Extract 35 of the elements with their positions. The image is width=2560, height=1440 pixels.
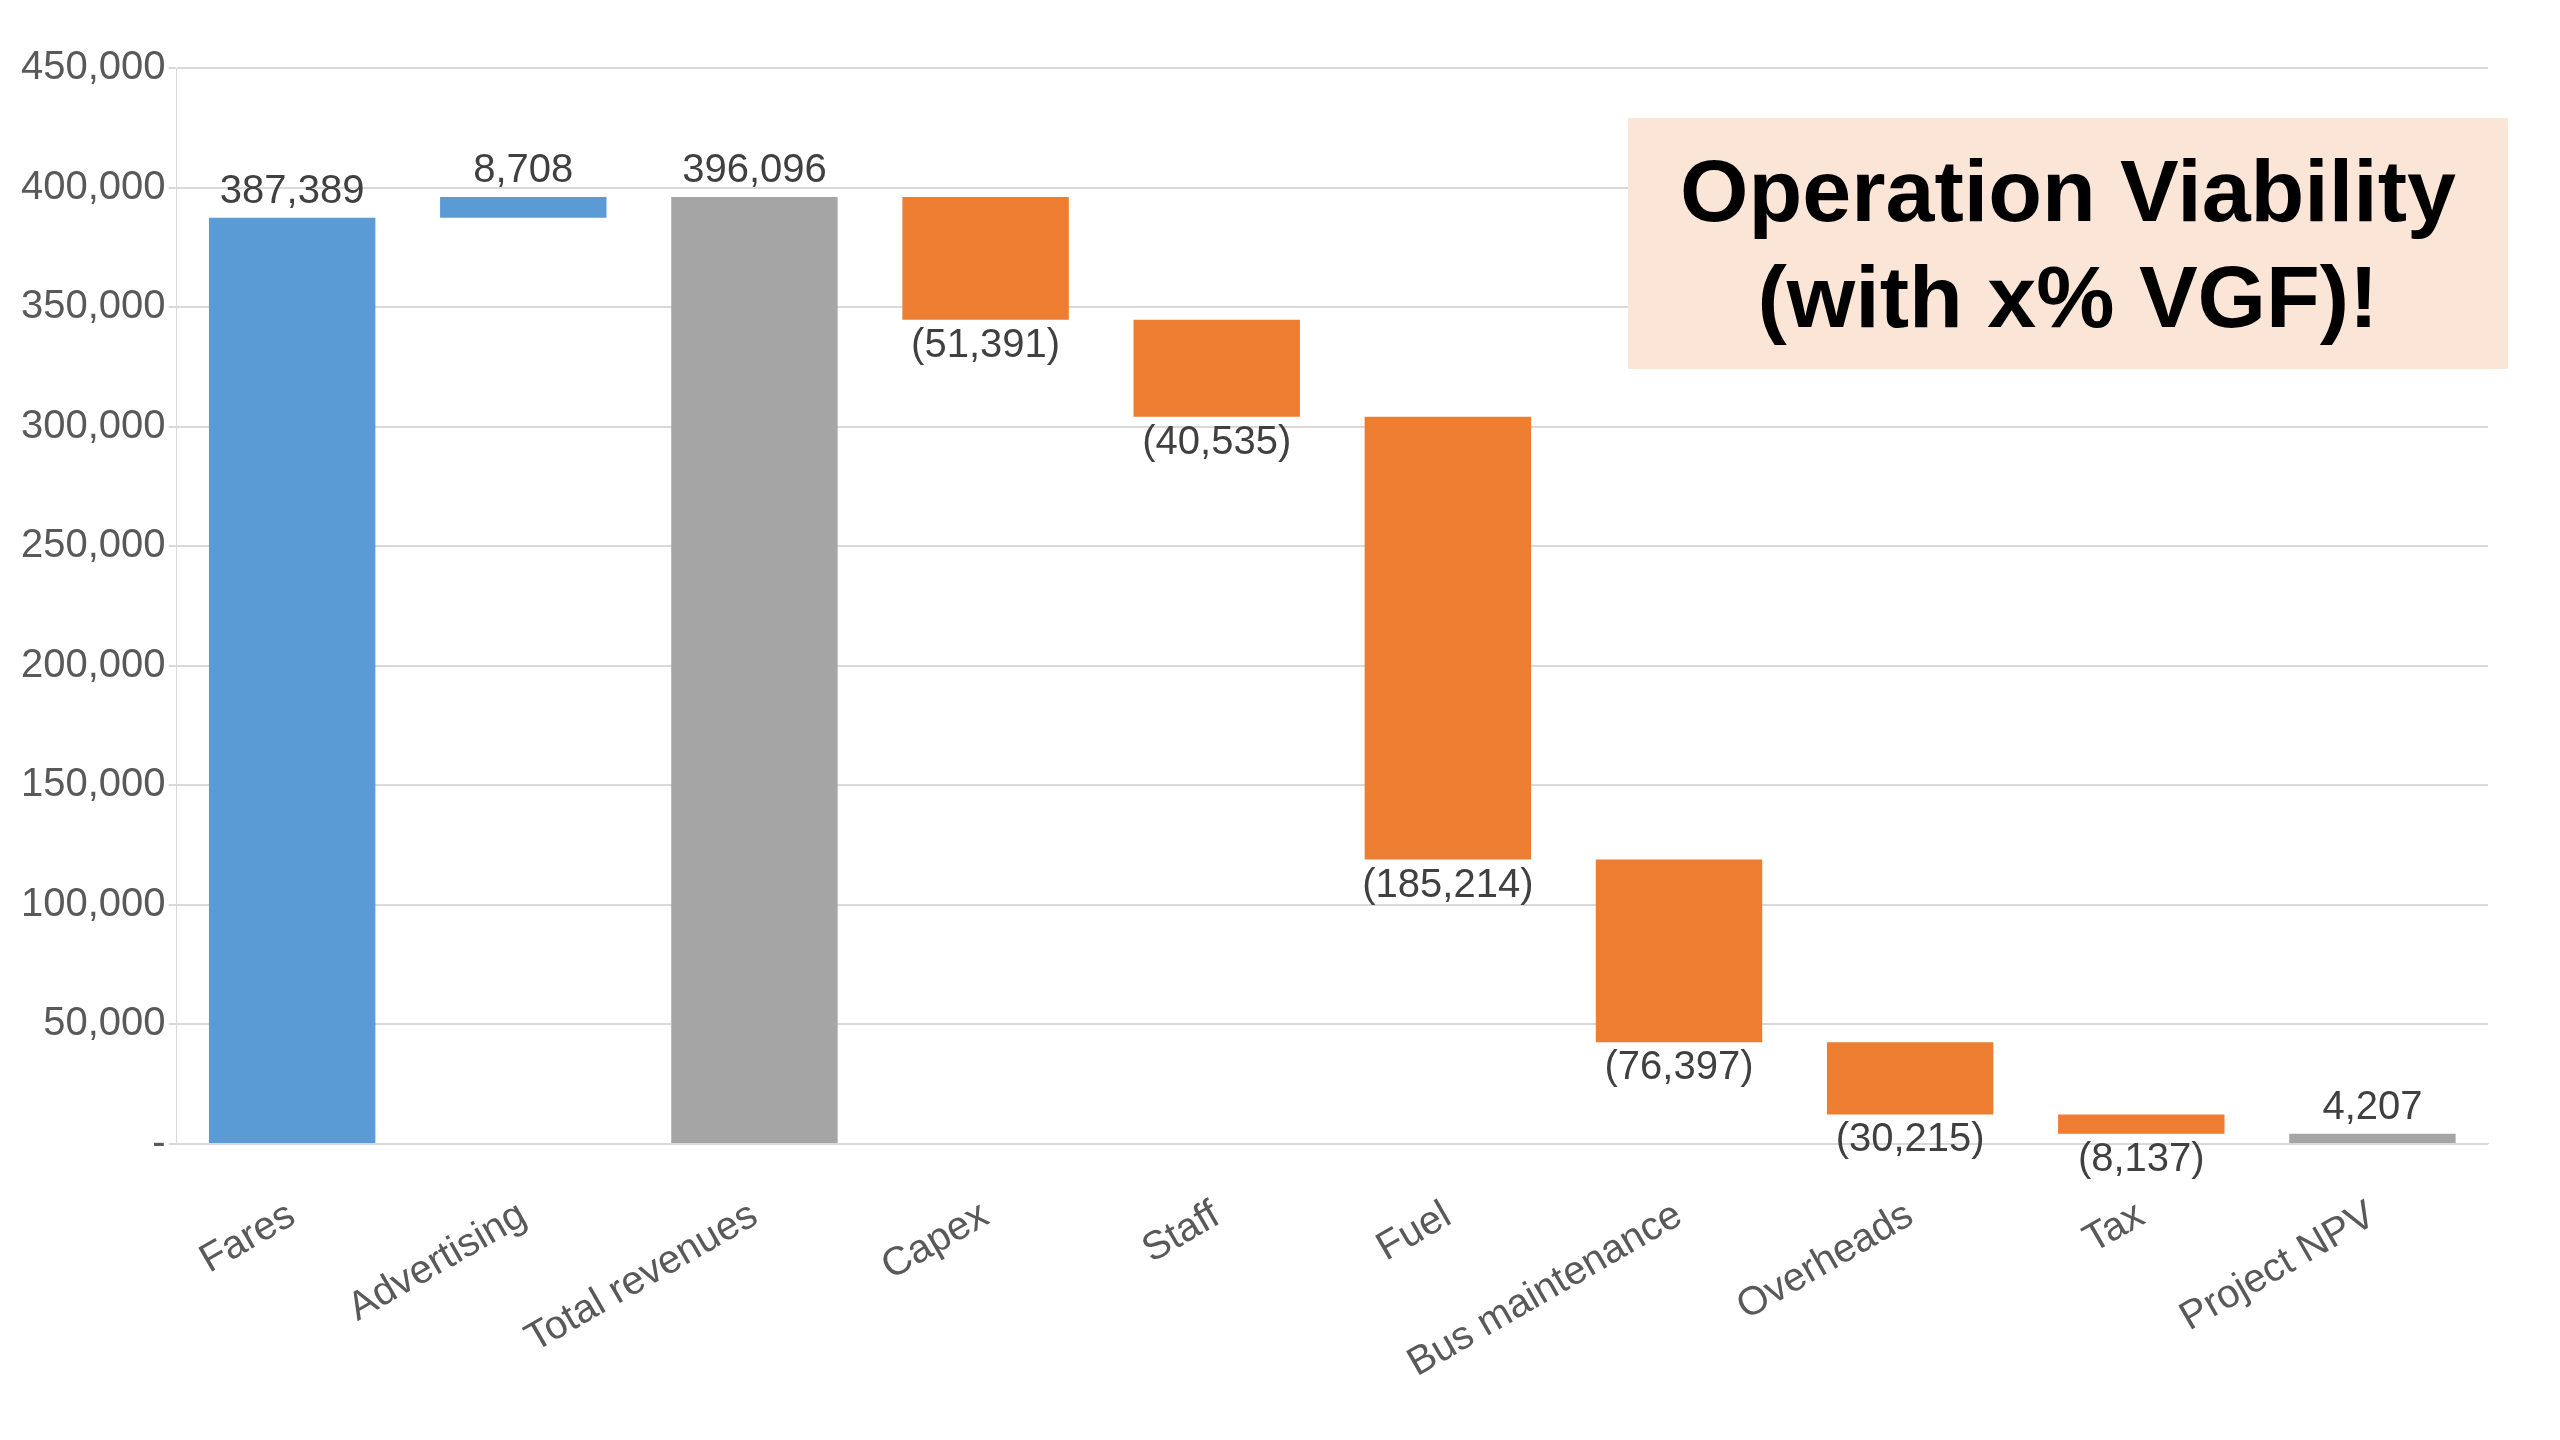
bar bbox=[440, 196, 607, 218]
bar bbox=[2289, 1133, 2456, 1143]
data-label: 8,708 bbox=[473, 145, 574, 190]
y-tick-label: 250,000 bbox=[21, 521, 166, 566]
y-tick-label: 400,000 bbox=[21, 162, 166, 207]
data-label: (8,137) bbox=[2077, 1134, 2205, 1179]
y-tick-label: 150,000 bbox=[21, 760, 166, 805]
data-label: (76,397) bbox=[1604, 1043, 1754, 1088]
bar bbox=[902, 196, 1069, 320]
bar bbox=[1826, 1042, 1994, 1115]
y-tick-label: 100,000 bbox=[21, 879, 166, 924]
data-label: 396,096 bbox=[682, 145, 827, 190]
y-tick-label: 200,000 bbox=[21, 640, 166, 685]
y-tick-label: 450,000 bbox=[21, 43, 166, 88]
bar bbox=[671, 196, 838, 1143]
data-label: (30,215) bbox=[1835, 1115, 1985, 1160]
y-tick-label: 50,000 bbox=[43, 999, 166, 1044]
x-tick-label: Fares bbox=[191, 1191, 302, 1281]
y-tick-label: 350,000 bbox=[21, 282, 166, 327]
x-tick-label: Tax bbox=[2074, 1191, 2151, 1261]
x-tick-label: Fuel bbox=[1368, 1191, 1458, 1269]
bar bbox=[208, 217, 376, 1143]
data-label: 4,207 bbox=[2322, 1082, 2423, 1127]
bar bbox=[1133, 319, 1300, 417]
bar bbox=[1595, 859, 1763, 1043]
annotation: Operation Viability (with x% VGF)! bbox=[1628, 118, 2508, 370]
y-tick-label: - bbox=[152, 1118, 166, 1163]
bar bbox=[1364, 416, 1532, 860]
y-tick-label: 300,000 bbox=[21, 401, 166, 446]
data-label: 387,389 bbox=[219, 166, 365, 211]
x-tick-label: Staff bbox=[1133, 1190, 1228, 1270]
data-label: (40,535) bbox=[1142, 417, 1292, 462]
data-label: (51,391) bbox=[911, 320, 1061, 365]
data-label: (185,214) bbox=[1362, 860, 1534, 905]
bar bbox=[2058, 1114, 2225, 1134]
